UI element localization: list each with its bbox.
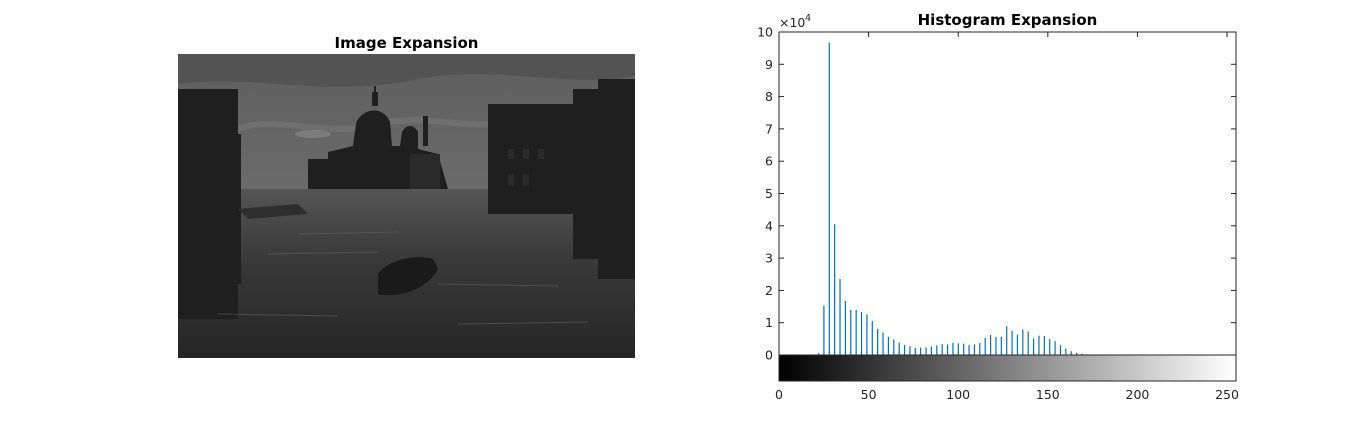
- histogram-bar: [882, 332, 884, 355]
- y-tick-label: 5: [765, 186, 773, 201]
- histogram-bar: [844, 301, 847, 355]
- histogram-bar: [1011, 330, 1013, 355]
- y-axis-ticks: 0 1 2 3 4 5 6 7 8 9 10: [757, 25, 1236, 363]
- histogram-bar: [903, 344, 906, 355]
- venice-canal-grayscale-image: [178, 54, 635, 358]
- histogram-bar: [828, 42, 830, 356]
- histogram-bar: [957, 343, 959, 355]
- histogram-bar: [866, 314, 868, 355]
- histogram-bar: [898, 342, 900, 355]
- y-tick-label: 0: [765, 348, 773, 363]
- histogram-bar: [1059, 345, 1062, 355]
- plot-frame: [778, 31, 1237, 356]
- histogram-bars: [817, 42, 1099, 356]
- x-tick-label: 0: [775, 387, 783, 402]
- histogram-bar: [914, 347, 916, 355]
- histogram-bar: [860, 312, 863, 355]
- histogram-bar: [1000, 336, 1002, 355]
- y-tick-label: 6: [765, 154, 773, 169]
- histogram-bar: [989, 334, 992, 355]
- histogram-bar: [1038, 335, 1040, 355]
- y-exponent-power: 4: [805, 13, 811, 24]
- y-exponent-label: ×10: [779, 15, 805, 30]
- histogram-bar: [839, 279, 841, 355]
- histogram-bar: [946, 344, 949, 355]
- histogram-bar: [834, 224, 836, 355]
- histogram-bar: [995, 337, 997, 355]
- grayscale-colorbar: [778, 354, 1237, 382]
- y-tick-label: 8: [765, 89, 773, 104]
- image-title: Image Expansion: [334, 34, 479, 52]
- histogram-bar: [925, 347, 927, 355]
- x-axis-ticks: 0 50 100 150 200 250: [775, 32, 1239, 402]
- x-tick-label: 250: [1215, 387, 1239, 402]
- y-tick-label: 3: [765, 251, 773, 266]
- x-tick-label: 100: [946, 387, 970, 402]
- histogram-bar: [1065, 348, 1067, 355]
- histogram-bar: [1081, 353, 1083, 355]
- histogram-bar: [952, 342, 954, 355]
- histogram-bar: [817, 353, 820, 355]
- y-tick-label: 2: [765, 283, 773, 298]
- histogram-bar: [1054, 341, 1056, 355]
- histogram-bar: [930, 346, 933, 355]
- histogram-bar: [1022, 329, 1024, 355]
- histogram-bar: [1016, 334, 1019, 355]
- histogram-bar: [887, 336, 890, 355]
- x-tick-label: 150: [1036, 387, 1060, 402]
- histogram-bar: [855, 310, 857, 355]
- histogram-bar: [823, 305, 825, 355]
- histogram-bar: [1075, 352, 1078, 355]
- y-tick-label: 10: [757, 25, 773, 40]
- y-tick-label: 1: [765, 315, 773, 330]
- histogram-bar: [968, 344, 970, 355]
- histogram-title: Histogram Expansion: [917, 11, 1098, 29]
- x-tick-label: 200: [1126, 387, 1150, 402]
- histogram-bar: [1006, 326, 1008, 355]
- histogram-bar: [893, 339, 895, 355]
- y-tick-label: 7: [765, 121, 773, 136]
- histogram-bar: [973, 344, 976, 355]
- histogram-bar: [1043, 335, 1045, 355]
- histogram-bar: [1027, 331, 1029, 355]
- histogram-bar: [877, 328, 879, 355]
- histogram-bar: [909, 346, 911, 355]
- histogram-bar: [1032, 338, 1035, 355]
- histogram-bar: [871, 321, 873, 355]
- histogram-bar: [936, 345, 938, 355]
- histogram-bar: [963, 343, 965, 355]
- y-tick-label: 4: [765, 218, 773, 233]
- histogram-bar: [1070, 351, 1072, 355]
- histogram-bar: [941, 344, 943, 355]
- histogram-bar: [850, 309, 852, 355]
- histogram-bar: [1049, 339, 1051, 355]
- histogram-bar: [979, 343, 981, 355]
- histogram-bar: [920, 347, 922, 355]
- histogram-bar: [984, 337, 986, 355]
- y-tick-label: 9: [765, 57, 773, 72]
- x-tick-label: 50: [861, 387, 877, 402]
